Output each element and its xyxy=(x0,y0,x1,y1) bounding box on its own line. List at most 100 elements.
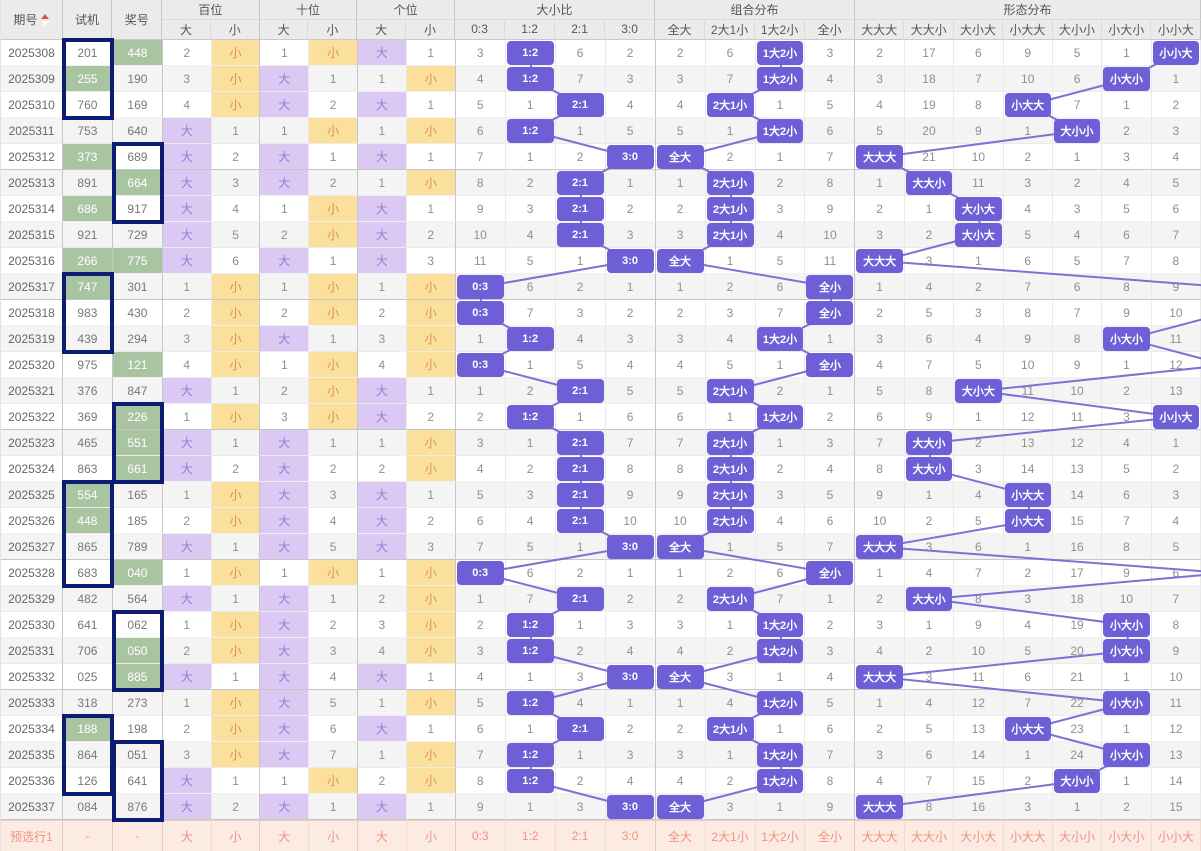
miss-count-cell: 9 xyxy=(1052,352,1103,378)
miss-count-cell: 2 xyxy=(162,716,212,742)
hit-marker: 3:0 xyxy=(606,248,654,273)
preselect-option[interactable]: 2:1 xyxy=(556,821,606,851)
hit-marker: 小大大 xyxy=(1004,716,1051,741)
miss-count-cell: 6 xyxy=(1003,664,1053,690)
big-hit-cell: 大 xyxy=(260,794,310,820)
header-period-column[interactable]: 期号 xyxy=(1,0,63,39)
sort-icon[interactable] xyxy=(41,13,50,26)
miss-count-cell: 2 xyxy=(555,144,606,170)
hit-marker: 2:1 xyxy=(556,508,604,533)
preselect-option[interactable]: 小大小 xyxy=(1102,821,1152,851)
miss-count-cell: 3 xyxy=(1151,118,1201,144)
miss-count-cell: 3 xyxy=(855,326,905,352)
preselect-option[interactable]: 小小大 xyxy=(1152,821,1201,851)
preselect-option[interactable]: 小 xyxy=(212,821,261,851)
preselect-option[interactable]: 全小 xyxy=(805,821,856,851)
miss-count-cell: 1 xyxy=(904,612,955,638)
hit-marker: 2大1小 xyxy=(706,92,754,117)
hit-marker: 全小 xyxy=(806,274,854,299)
miss-count-cell: 1 xyxy=(855,690,905,716)
hit-cell: 0:3 xyxy=(455,560,506,586)
miss-count-cell: 2 xyxy=(705,144,756,170)
miss-count-cell: 7 xyxy=(1003,690,1053,716)
preselect-option[interactable]: 0:3 xyxy=(456,821,506,851)
miss-count-cell: 5 xyxy=(1102,196,1152,222)
hit-marker: 大小大 xyxy=(955,222,1002,247)
hit-marker: 2大1小 xyxy=(706,716,754,741)
miss-count-cell: 5 xyxy=(1151,534,1201,560)
small-hit-cell: 小 xyxy=(211,66,261,92)
preselect-option[interactable]: 1:2 xyxy=(506,821,556,851)
miss-count-cell: 5 xyxy=(211,222,261,248)
miss-count-cell: 2 xyxy=(755,378,806,404)
period-cell: 2025335 xyxy=(1,742,63,768)
table-row: 2025316 266 775 大 6 大 1 大 3 11 5 1 3:0 全大 1 5 11 大大大 3 1 6 5 7… xyxy=(1,248,1201,274)
preselect-option[interactable]: 大 xyxy=(163,821,212,851)
miss-count-cell: 5 xyxy=(1003,222,1053,248)
hit-marker: 2:1 xyxy=(556,92,604,117)
preselect-test-cell[interactable]: - xyxy=(63,821,113,851)
big-hit-cell: 大 xyxy=(162,430,212,456)
miss-count-cell: 4 xyxy=(1151,144,1201,170)
header-group-4: 组合分布 全大 2大1小 1大2小 全小 xyxy=(655,0,856,39)
small-hit-cell: 小 xyxy=(406,560,456,586)
miss-count-cell: 2 xyxy=(162,300,212,326)
preselect-option[interactable]: 全大 xyxy=(656,821,706,851)
miss-count-cell: 7 xyxy=(755,586,806,612)
preselect-option[interactable]: 大大小 xyxy=(905,821,955,851)
preselect-option[interactable]: 3:0 xyxy=(606,821,656,851)
miss-count-cell: 3 xyxy=(705,794,756,820)
preselect-option[interactable]: 小 xyxy=(309,821,358,851)
big-hit-cell: 大 xyxy=(357,40,407,66)
miss-count-cell: 3 xyxy=(805,638,856,664)
preselect-option[interactable]: 小 xyxy=(407,821,456,851)
preselect-option[interactable]: 大小大 xyxy=(954,821,1004,851)
table-row: 2025315 921 729 大 5 2 小大 2 10 4 2:1 3 3 2大1小 4 10 3 2 大小大 5… xyxy=(1,222,1201,248)
miss-count-cell: 1 xyxy=(211,768,261,794)
header-subcol-label: 大大小 xyxy=(904,19,954,39)
hit-cell: 1大2小 xyxy=(755,404,806,430)
preselect-option[interactable]: 大小小 xyxy=(1053,821,1103,851)
miss-count-cell: 7 xyxy=(805,144,856,170)
miss-count-cell: 4 xyxy=(211,196,261,222)
miss-count-cell: 3 xyxy=(655,66,706,92)
miss-count-cell: 1 xyxy=(309,248,358,274)
period-cell: 2025308 xyxy=(1,40,63,66)
hit-marker: 大大小 xyxy=(905,170,953,195)
miss-count-cell: 1 xyxy=(406,664,456,690)
miss-count-cell: 3 xyxy=(805,40,856,66)
big-hit-cell: 大 xyxy=(260,716,310,742)
preselect-option[interactable]: 大大大 xyxy=(855,821,905,851)
miss-count-cell: 8 xyxy=(605,456,656,482)
test-number-cell: 126 xyxy=(62,768,113,794)
big-hit-cell: 大 xyxy=(260,586,310,612)
miss-count-cell: 2 xyxy=(505,456,556,482)
miss-count-cell: 5 xyxy=(455,690,506,716)
preselect-option[interactable]: 大 xyxy=(260,821,310,851)
miss-count-cell: 3 xyxy=(655,612,706,638)
period-cell: 2025329 xyxy=(1,586,63,612)
miss-count-cell: 5 xyxy=(805,92,856,118)
preselect-option[interactable]: 大 xyxy=(358,821,407,851)
miss-count-cell: 1 xyxy=(655,560,706,586)
period-cell: 2025328 xyxy=(1,560,63,586)
miss-count-cell: 5 xyxy=(805,482,856,508)
prize-number-cell: 689 xyxy=(112,144,163,170)
miss-count-cell: 4 xyxy=(455,456,506,482)
hit-marker: 2大1小 xyxy=(706,508,754,533)
small-hit-cell: 小 xyxy=(309,118,358,144)
miss-count-cell: 3 xyxy=(904,664,955,690)
hit-marker: 大小小 xyxy=(1053,768,1101,793)
preselect-option[interactable]: 1大2小 xyxy=(756,821,806,851)
miss-count-cell: 5 xyxy=(954,352,1004,378)
test-number-cell: 376 xyxy=(62,378,113,404)
hit-marker: 2:1 xyxy=(556,222,604,247)
small-hit-cell: 小 xyxy=(406,612,456,638)
miss-count-cell: 3 xyxy=(455,638,506,664)
preselect-prize-cell[interactable]: - xyxy=(113,821,163,851)
miss-count-cell: 1 xyxy=(309,326,358,352)
preselect-option[interactable]: 小大大 xyxy=(1004,821,1053,851)
hit-cell: 1大2小 xyxy=(755,612,806,638)
miss-count-cell: 6 xyxy=(1052,274,1103,300)
preselect-option[interactable]: 2大1小 xyxy=(706,821,756,851)
